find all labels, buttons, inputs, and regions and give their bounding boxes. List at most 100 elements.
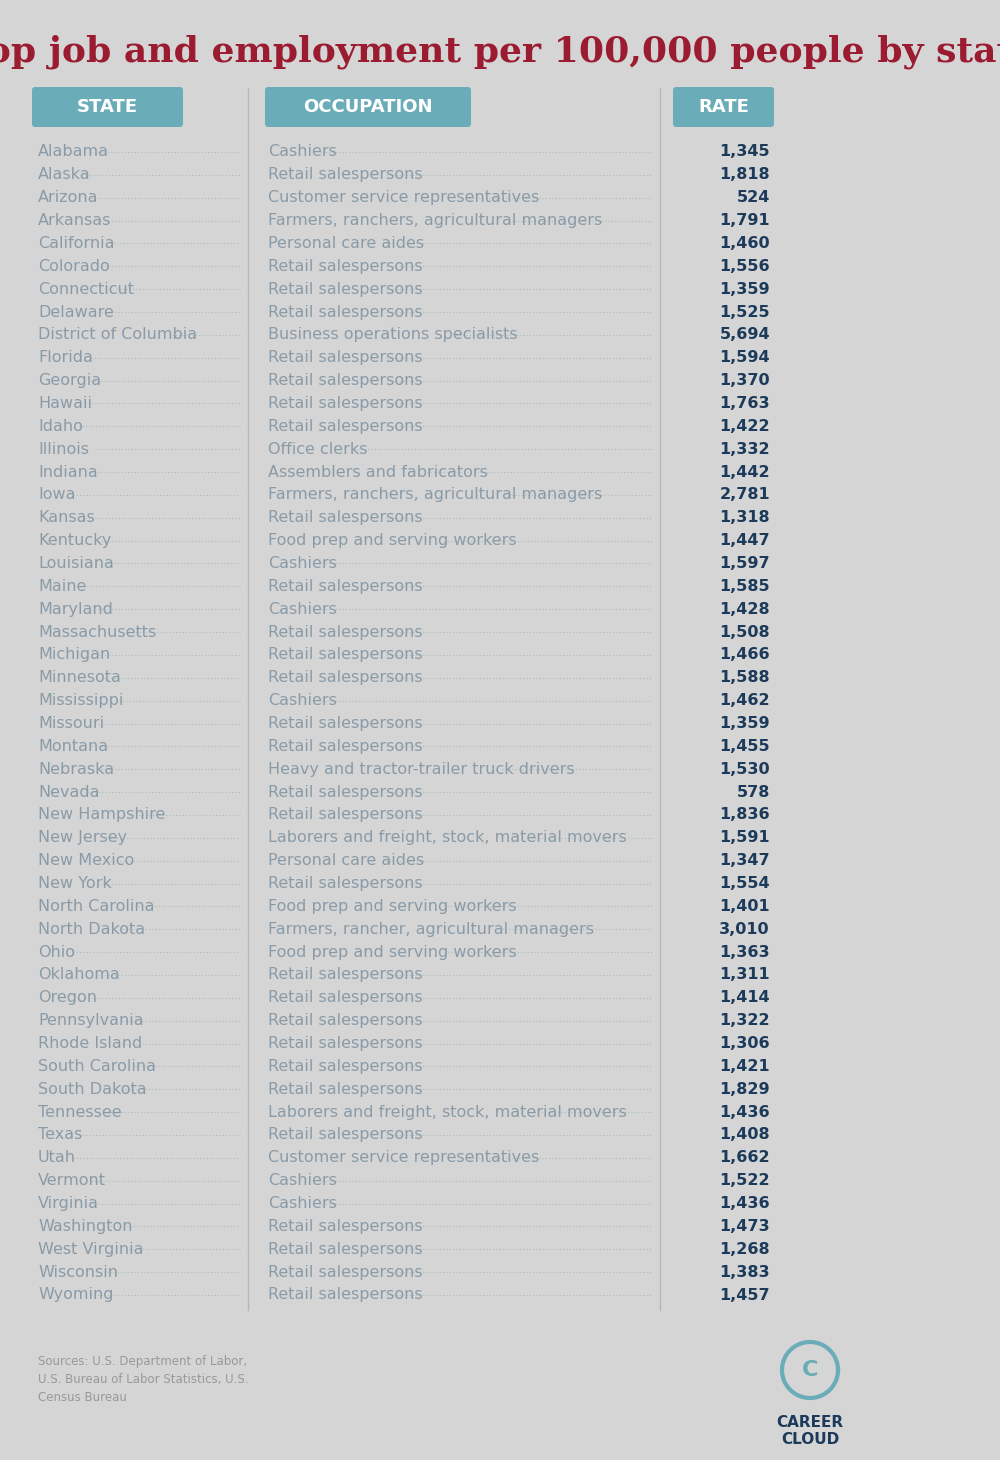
Text: Retail salespersons: Retail salespersons — [268, 1242, 423, 1257]
Text: District of Columbia: District of Columbia — [38, 327, 197, 343]
Text: Retail salespersons: Retail salespersons — [268, 1058, 423, 1075]
Text: Food prep and serving workers: Food prep and serving workers — [268, 945, 517, 959]
Text: 524: 524 — [737, 190, 770, 206]
Text: Vermont: Vermont — [38, 1174, 106, 1188]
Text: Food prep and serving workers: Food prep and serving workers — [268, 899, 517, 914]
Text: Idaho: Idaho — [38, 419, 83, 434]
Text: Cashiers: Cashiers — [268, 556, 337, 571]
Text: 1,791: 1,791 — [719, 213, 770, 228]
FancyBboxPatch shape — [673, 88, 774, 127]
Text: Retail salespersons: Retail salespersons — [268, 1127, 423, 1143]
Text: STATE: STATE — [77, 98, 138, 115]
Text: Retail salespersons: Retail salespersons — [268, 784, 423, 800]
Text: 1,460: 1,460 — [719, 237, 770, 251]
Text: Office clerks: Office clerks — [268, 442, 368, 457]
Text: Florida: Florida — [38, 350, 93, 365]
Text: RATE: RATE — [698, 98, 749, 115]
Text: 1,311: 1,311 — [719, 968, 770, 983]
Text: 1,522: 1,522 — [719, 1174, 770, 1188]
Text: Top job and employment per 100,000 people by state: Top job and employment per 100,000 peopl… — [0, 35, 1000, 69]
Text: CAREER: CAREER — [776, 1415, 844, 1429]
Text: 1,525: 1,525 — [719, 305, 770, 320]
Text: West Virginia: West Virginia — [38, 1242, 144, 1257]
Text: OCCUPATION: OCCUPATION — [303, 98, 433, 115]
Text: Retail salespersons: Retail salespersons — [268, 715, 423, 731]
Text: 1,442: 1,442 — [719, 464, 770, 479]
Text: Montana: Montana — [38, 739, 108, 753]
Text: Illinois: Illinois — [38, 442, 89, 457]
Text: Cashiers: Cashiers — [268, 1196, 337, 1210]
Text: Delaware: Delaware — [38, 305, 114, 320]
Text: Utah: Utah — [38, 1150, 76, 1165]
Text: New Jersey: New Jersey — [38, 831, 127, 845]
Text: 1,508: 1,508 — [719, 625, 770, 639]
Text: Louisiana: Louisiana — [38, 556, 114, 571]
Text: California: California — [38, 237, 114, 251]
Text: 1,447: 1,447 — [719, 533, 770, 548]
FancyBboxPatch shape — [32, 88, 183, 127]
Text: 1,829: 1,829 — [719, 1082, 770, 1096]
Text: Assemblers and fabricators: Assemblers and fabricators — [268, 464, 488, 479]
Text: 1,322: 1,322 — [719, 1013, 770, 1028]
Text: 1,594: 1,594 — [719, 350, 770, 365]
Text: 1,763: 1,763 — [719, 396, 770, 410]
Text: Retail salespersons: Retail salespersons — [268, 258, 423, 274]
Text: Minnesota: Minnesota — [38, 670, 121, 685]
Text: 1,268: 1,268 — [719, 1242, 770, 1257]
FancyBboxPatch shape — [265, 88, 471, 127]
Text: South Carolina: South Carolina — [38, 1058, 156, 1075]
Text: New Mexico: New Mexico — [38, 853, 134, 869]
Text: 1,530: 1,530 — [719, 762, 770, 777]
Text: Oklahoma: Oklahoma — [38, 968, 120, 983]
Text: Retail salespersons: Retail salespersons — [268, 625, 423, 639]
Text: 1,466: 1,466 — [719, 647, 770, 663]
Text: Virginia: Virginia — [38, 1196, 99, 1210]
Text: Retail salespersons: Retail salespersons — [268, 739, 423, 753]
Text: Tennessee: Tennessee — [38, 1105, 122, 1120]
Text: Iowa: Iowa — [38, 488, 76, 502]
Text: 1,422: 1,422 — [719, 419, 770, 434]
Text: Hawaii: Hawaii — [38, 396, 92, 410]
Text: Nebraska: Nebraska — [38, 762, 114, 777]
Text: Sources: U.S. Department of Labor,
U.S. Bureau of Labor Statistics, U.S.
Census : Sources: U.S. Department of Labor, U.S. … — [38, 1355, 248, 1405]
Text: 1,588: 1,588 — [719, 670, 770, 685]
Text: Kentucky: Kentucky — [38, 533, 111, 548]
Text: 1,556: 1,556 — [719, 258, 770, 274]
Text: Retail salespersons: Retail salespersons — [268, 282, 423, 296]
Text: Retail salespersons: Retail salespersons — [268, 1264, 423, 1279]
Text: Cashiers: Cashiers — [268, 145, 337, 159]
Text: Alabama: Alabama — [38, 145, 109, 159]
Text: Retail salespersons: Retail salespersons — [268, 510, 423, 526]
Text: Ohio: Ohio — [38, 945, 75, 959]
Text: Laborers and freight, stock, material movers: Laborers and freight, stock, material mo… — [268, 1105, 627, 1120]
Text: Missouri: Missouri — [38, 715, 104, 731]
Text: Washington: Washington — [38, 1219, 132, 1234]
Text: Indiana: Indiana — [38, 464, 98, 479]
Text: Pennsylvania: Pennsylvania — [38, 1013, 144, 1028]
Text: North Carolina: North Carolina — [38, 899, 154, 914]
Text: 1,383: 1,383 — [719, 1264, 770, 1279]
Text: Business operations specialists: Business operations specialists — [268, 327, 518, 343]
Text: 1,662: 1,662 — [719, 1150, 770, 1165]
Text: Connecticut: Connecticut — [38, 282, 134, 296]
Text: 1,370: 1,370 — [719, 374, 770, 388]
Text: 5,694: 5,694 — [719, 327, 770, 343]
Text: Retail salespersons: Retail salespersons — [268, 1013, 423, 1028]
Text: Wisconsin: Wisconsin — [38, 1264, 118, 1279]
Text: 1,585: 1,585 — [719, 578, 770, 594]
Text: Retail salespersons: Retail salespersons — [268, 807, 423, 822]
Text: Retail salespersons: Retail salespersons — [268, 419, 423, 434]
Text: Retail salespersons: Retail salespersons — [268, 578, 423, 594]
Text: 1,597: 1,597 — [719, 556, 770, 571]
Text: Cashiers: Cashiers — [268, 694, 337, 708]
Text: Retail salespersons: Retail salespersons — [268, 1037, 423, 1051]
Text: South Dakota: South Dakota — [38, 1082, 147, 1096]
Text: 1,359: 1,359 — [719, 715, 770, 731]
Text: North Dakota: North Dakota — [38, 921, 145, 937]
Text: 1,332: 1,332 — [719, 442, 770, 457]
Text: Oregon: Oregon — [38, 990, 97, 1006]
Text: Kansas: Kansas — [38, 510, 95, 526]
Text: Massachusetts: Massachusetts — [38, 625, 156, 639]
Text: Retail salespersons: Retail salespersons — [268, 396, 423, 410]
Text: 3,010: 3,010 — [719, 921, 770, 937]
